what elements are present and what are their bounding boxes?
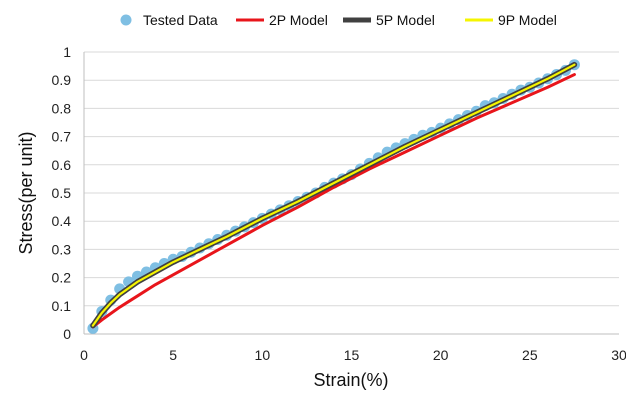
x-tick-label: 5 (169, 347, 177, 363)
x-tick-label: 10 (255, 347, 271, 363)
y-tick-label: 0.2 (52, 270, 72, 286)
series-line-2p-model (91, 73, 576, 329)
x-tick-label: 20 (433, 347, 449, 363)
x-tick-label: 25 (522, 347, 538, 363)
y-tick-label: 0.1 (52, 298, 72, 314)
y-tick-label: 0.6 (52, 157, 72, 173)
legend-label-2p-model: 2P Model (269, 12, 328, 28)
series-line-9p-model (91, 63, 576, 327)
y-tick-label: 0.5 (52, 185, 72, 201)
y-tick-label: 1 (63, 44, 71, 60)
x-tick-label: 15 (344, 347, 360, 363)
series-layer (87, 59, 580, 334)
legend-marker-tested-data (120, 14, 132, 26)
x-tick-label: 0 (80, 347, 88, 363)
y-tick-label: 0.3 (52, 241, 72, 257)
grid-layer (84, 51, 619, 307)
x-axis-label: Strain(%) (313, 370, 388, 390)
legend-label-9p-model: 9P Model (498, 12, 557, 28)
legend-label-tested-data: Tested Data (143, 12, 218, 28)
y-tick-label: 0 (63, 326, 71, 342)
y-tick-label: 0.9 (52, 72, 72, 88)
legend-label-5p-model: 5P Model (376, 12, 435, 28)
x-tick-labels: 0 5 10 15 20 25 30 (80, 347, 626, 363)
y-tick-label: 0.7 (52, 129, 72, 145)
legend: Tested Data 2P Model 5P Model 9P Model (120, 12, 557, 28)
x-tick-label: 30 (611, 347, 626, 363)
y-tick-label: 0.8 (52, 100, 72, 116)
axis-layer (83, 52, 619, 335)
y-axis-label: Stress(per unit) (16, 131, 36, 254)
y-tick-labels: 0 0.1 0.2 0.3 0.4 0.5 0.6 0.7 0.8 0.9 1 (52, 44, 72, 342)
y-tick-label: 0.4 (52, 213, 72, 229)
